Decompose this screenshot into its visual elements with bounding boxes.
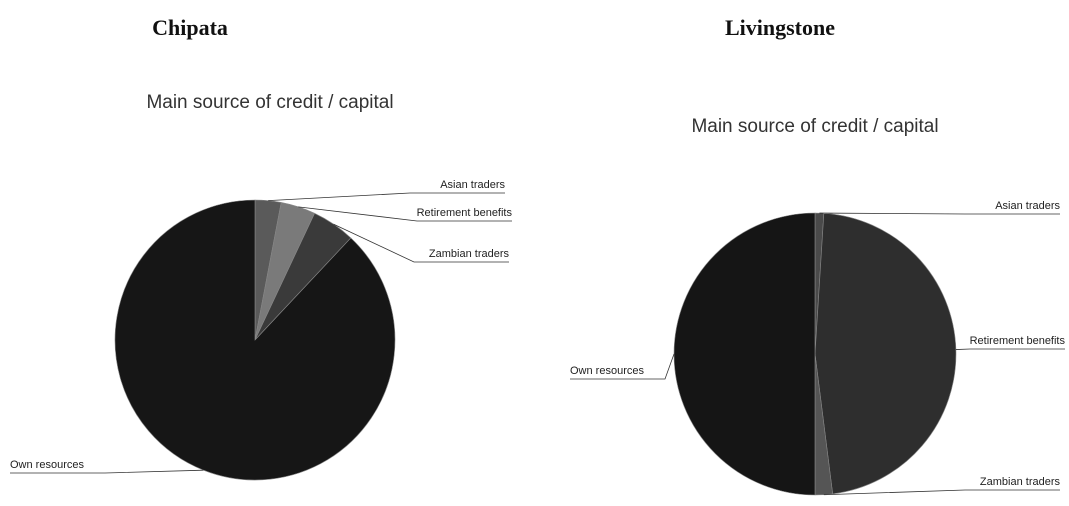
leader-line bbox=[268, 192, 505, 202]
slice-label: Zambian traders bbox=[429, 248, 510, 260]
chart-title: Main source of credit / capital bbox=[691, 116, 938, 137]
leader-line bbox=[10, 469, 204, 474]
slice-label: Retirement benefits bbox=[970, 335, 1066, 347]
slice-label: Asian traders bbox=[995, 200, 1060, 212]
location-heading: Livingstone bbox=[725, 15, 835, 40]
leader-line bbox=[298, 206, 512, 222]
location-heading: Chipata bbox=[152, 15, 228, 40]
slice-label: Own resources bbox=[10, 459, 84, 471]
pie-slice bbox=[673, 212, 816, 496]
slice-label: Asian traders bbox=[440, 179, 505, 191]
pie-slice bbox=[814, 212, 957, 495]
pie-slice bbox=[114, 199, 396, 481]
leader-line bbox=[823, 489, 1060, 496]
leader-line bbox=[333, 223, 509, 263]
slice-label: Retirement benefits bbox=[417, 207, 513, 219]
leader-line bbox=[819, 212, 1060, 215]
chart-title: Main source of credit / capital bbox=[146, 92, 393, 113]
slice-label: Zambian traders bbox=[980, 476, 1061, 488]
leader-line bbox=[955, 348, 1065, 350]
leader-line bbox=[570, 353, 675, 380]
slice-label: Own resources bbox=[570, 365, 644, 377]
